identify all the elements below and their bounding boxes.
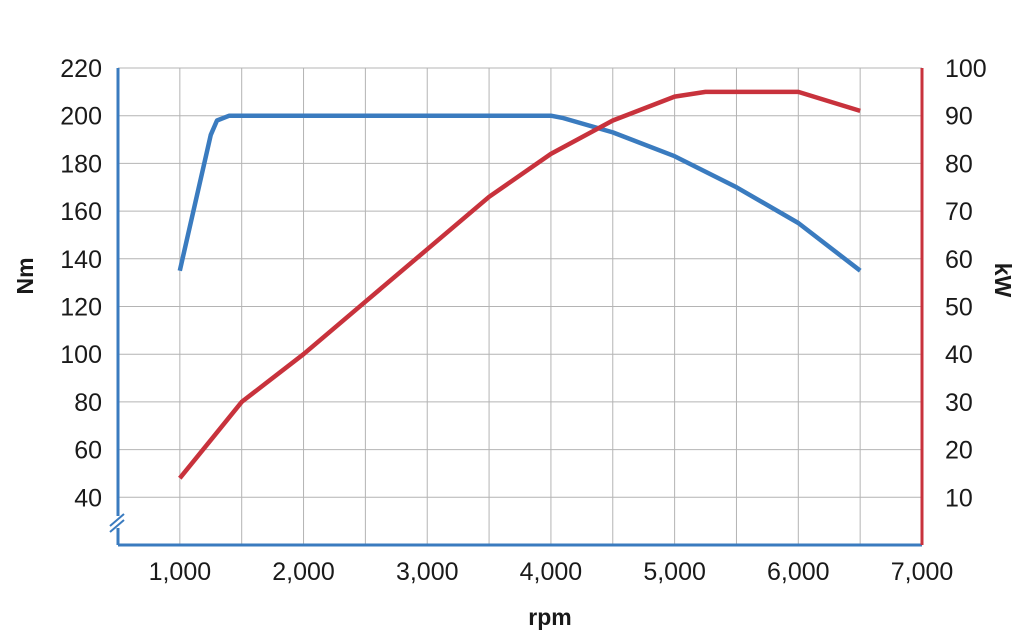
power-kw-series-line (178, 89, 861, 480)
left-y-tick-label: 200 (60, 103, 102, 131)
right-y-tick-label: 10 (945, 484, 973, 512)
left-y-tick-label: 120 (60, 294, 102, 322)
x-tick-label: 5,000 (643, 558, 706, 586)
left-y-tick-label: 140 (60, 246, 102, 274)
x-tick-label: 1,000 (149, 558, 212, 586)
x-axis-title: rpm (528, 604, 571, 630)
right-y-tick-label: 80 (945, 150, 973, 178)
series-layer (177, 89, 862, 480)
x-tick-label: 4,000 (520, 558, 583, 586)
left-y-axis-title: Nm (12, 257, 38, 294)
left-y-tick-label: 220 (60, 55, 102, 83)
right-y-tick-label: 40 (945, 341, 973, 369)
right-y-tick-label: 50 (945, 294, 973, 322)
left-y-tick-labels: 40 60 80 100 120 140 160 180 200 220 (60, 55, 102, 512)
right-y-tick-label: 100 (945, 55, 987, 83)
x-tick-labels: 1,000 2,000 3,000 4,000 5,000 6,000 7,000 (149, 558, 954, 586)
right-y-tick-label: 90 (945, 103, 973, 131)
torque-nm-series-line (177, 113, 862, 273)
axis-break-gap (110, 516, 126, 528)
x-tick-label: 6,000 (767, 558, 830, 586)
right-y-tick-label: 20 (945, 437, 973, 465)
left-y-tick-label: 40 (74, 484, 102, 512)
right-y-tick-label: 30 (945, 389, 973, 417)
left-y-tick-label: 160 (60, 198, 102, 226)
left-axis-break-mark (109, 513, 126, 533)
left-y-tick-label: 180 (60, 150, 102, 178)
right-y-tick-label: 70 (945, 198, 973, 226)
x-tick-label: 2,000 (272, 558, 335, 586)
axis-break-stroke-2 (109, 519, 125, 533)
left-y-tick-label: 80 (74, 389, 102, 417)
y-gridlines (118, 67, 922, 498)
left-y-tick-label: 60 (74, 437, 102, 465)
axis-break-stroke-1 (109, 513, 125, 527)
left-y-tick-label: 100 (60, 341, 102, 369)
x-tick-label: 3,000 (396, 558, 459, 586)
right-y-tick-labels: 10 20 30 40 50 60 70 80 90 100 (945, 55, 987, 512)
right-y-axis-title: kW (990, 263, 1016, 298)
x-tick-label: 7,000 (891, 558, 954, 586)
right-y-tick-label: 60 (945, 246, 973, 274)
